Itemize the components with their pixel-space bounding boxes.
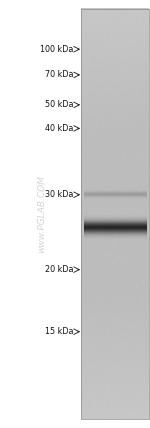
Text: www.PGLAB.COM: www.PGLAB.COM [38, 175, 46, 253]
Bar [81, 9, 148, 419]
Text: 50 kDa: 50 kDa [45, 100, 74, 110]
Text: 70 kDa: 70 kDa [45, 70, 74, 80]
Text: 15 kDa: 15 kDa [45, 327, 74, 336]
Text: 100 kDa: 100 kDa [40, 45, 74, 54]
Text: 40 kDa: 40 kDa [45, 124, 74, 133]
Text: 20 kDa: 20 kDa [45, 265, 74, 274]
Text: 30 kDa: 30 kDa [45, 190, 74, 199]
